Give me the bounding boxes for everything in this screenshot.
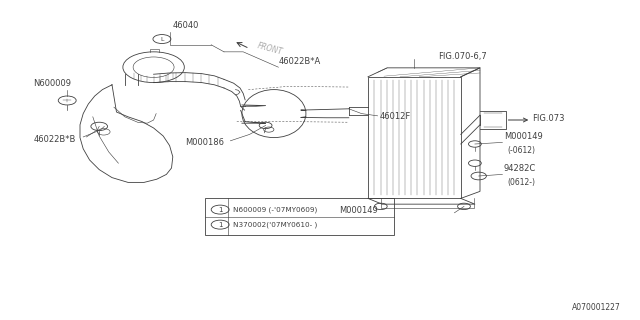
Text: FRONT: FRONT [256, 41, 284, 56]
Text: L: L [160, 36, 164, 42]
Bar [205, 198, 394, 235]
Text: N600009 (-'07MY0609): N600009 (-'07MY0609) [233, 206, 317, 213]
Text: N600009: N600009 [33, 79, 71, 88]
Text: FIG.070-6,7: FIG.070-6,7 [438, 52, 487, 61]
Text: 46040: 46040 [173, 21, 199, 30]
Text: 1: 1 [218, 222, 223, 228]
Text: (0612-): (0612-) [507, 178, 535, 187]
Text: (-0612): (-0612) [507, 146, 535, 155]
Text: 46012F: 46012F [380, 112, 411, 121]
Text: M000149: M000149 [504, 132, 543, 141]
Text: A070001227: A070001227 [572, 303, 621, 312]
Text: 94282C: 94282C [504, 164, 536, 173]
Text: 46022B*B: 46022B*B [33, 135, 76, 144]
Text: 1: 1 [218, 207, 223, 212]
Text: M000149: M000149 [339, 206, 378, 215]
Text: N370002('07MY0610- ): N370002('07MY0610- ) [233, 221, 317, 228]
Text: M000186: M000186 [186, 138, 225, 147]
Text: FIG.073: FIG.073 [532, 114, 565, 123]
Text: 46022B*A: 46022B*A [278, 57, 321, 66]
